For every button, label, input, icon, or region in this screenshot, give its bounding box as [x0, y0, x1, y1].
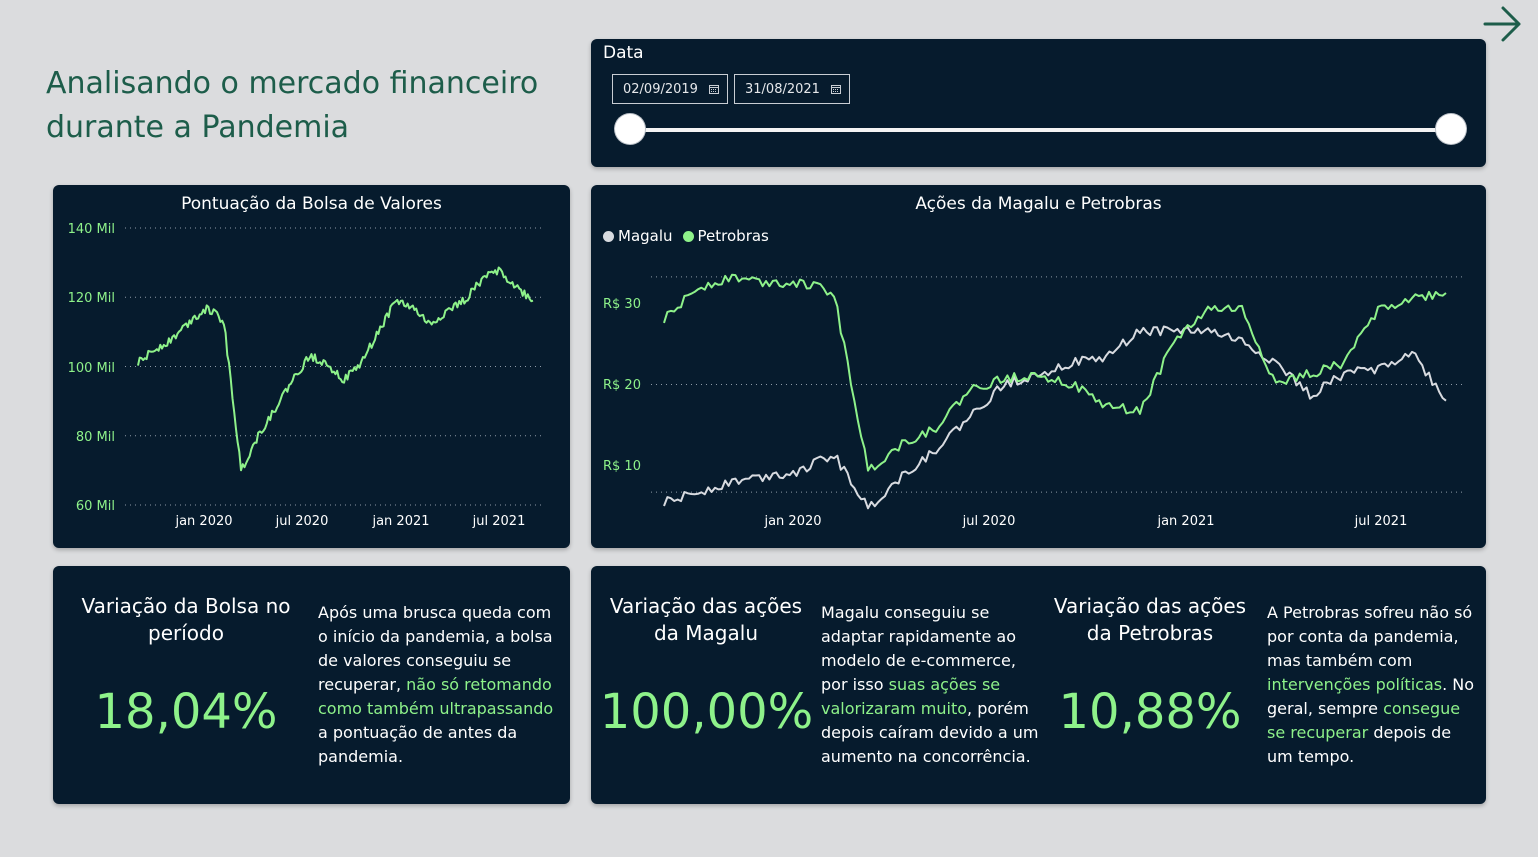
acoes-line-chart[interactable]: R$ 30 R$ 20 R$ 10 jan 2020 jul 2020 jan …	[591, 185, 1486, 548]
text-line: mas também com	[1267, 651, 1413, 670]
y-tick-label: R$ 20	[603, 378, 641, 393]
series-line-petrobras[interactable]	[663, 273, 1447, 472]
highlight-text: não só retomando	[406, 675, 552, 694]
date-range-track[interactable]	[631, 128, 1450, 132]
text-segment: . No	[1442, 675, 1475, 694]
legend-item-magalu[interactable]: Magalu	[603, 227, 673, 245]
calendar-icon[interactable]	[831, 84, 841, 94]
y-tick-label: 140 Mil	[68, 222, 115, 237]
x-tick-label: jul 2021	[472, 514, 526, 529]
page-title-line-2: durante a Pandemia	[46, 110, 350, 145]
y-tick-label: R$ 30	[603, 297, 641, 312]
kpi-bolsa-panel: Variação da Bolsa no período 18,04% Após…	[53, 566, 570, 804]
legend-label-magalu: Magalu	[618, 227, 673, 245]
x-tick-label: jan 2021	[371, 514, 429, 529]
page-title: Analisando o mercado financeiro durante …	[46, 62, 586, 150]
highlight-text: valorizaram muito	[821, 699, 968, 718]
kpi-petrobras-title: Variação das ações da Petrobras	[1047, 593, 1253, 647]
y-tick-label: 80 Mil	[76, 430, 115, 445]
legend-dot-magalu	[603, 230, 614, 242]
text-line: recuperar, não só retomando	[318, 673, 563, 697]
text-line: depois caíram devido a um	[821, 723, 1039, 742]
kpi-title-line: da Magalu	[653, 621, 758, 645]
kpi-acoes-panel: Variação das ações da Magalu 100,00% Mag…	[591, 566, 1486, 804]
text-line: de valores conseguiu se	[318, 651, 512, 670]
highlight-text: se recuperar	[1267, 723, 1369, 742]
x-tick-label: jan 2021	[1156, 514, 1214, 529]
y-tick-label: 120 Mil	[68, 291, 115, 306]
date-slicer: Data 02/09/2019 31/08/2021	[591, 39, 1486, 167]
legend-label-petrobras: Petrobras	[697, 227, 769, 245]
arrow-right-icon[interactable]	[1482, 4, 1524, 44]
kpi-title-line: Variação da Bolsa no	[81, 594, 291, 618]
end-date-input[interactable]: 31/08/2021	[734, 74, 850, 104]
legend-dot-petrobras	[682, 230, 694, 242]
x-tick-label: jan 2020	[763, 514, 821, 529]
text-line: por conta da pandemia,	[1267, 627, 1459, 646]
y-tick-label: 60 Mil	[76, 499, 115, 514]
text-line: um tempo.	[1267, 747, 1355, 766]
kpi-petrobras-value: 10,88%	[1058, 684, 1242, 740]
text-line: A Petrobras sofreu não só	[1267, 603, 1473, 622]
text-line: aumento na concorrência.	[821, 747, 1031, 766]
highlight-text: suas ações se	[888, 675, 1001, 694]
kpi-title-line: Variação das ações	[609, 594, 803, 618]
kpi-bolsa-value: 18,04%	[94, 684, 278, 740]
text-segment: geral, sempre	[1267, 699, 1384, 718]
start-date-input[interactable]: 02/09/2019	[612, 74, 728, 104]
date-slicer-label: Data	[603, 43, 644, 63]
text-line: modelo de e-commerce,	[821, 651, 1016, 670]
acoes-chart-title: Ações da Magalu e Petrobras	[915, 194, 1162, 214]
date-range-end-handle[interactable]	[1436, 114, 1466, 144]
text-line: geral, sempre consegue	[1267, 697, 1479, 721]
legend-item-petrobras[interactable]: Petrobras	[682, 227, 769, 245]
y-tick-label: 100 Mil	[68, 361, 115, 376]
highlight-text: intervenções políticas	[1267, 675, 1443, 694]
chart-legend: Magalu Petrobras	[603, 227, 769, 245]
kpi-magalu-description: Magalu conseguiu se adaptar rapidamente …	[821, 601, 1043, 769]
text-line: Após uma brusca queda com	[318, 603, 552, 622]
text-segment: depois de	[1368, 723, 1452, 742]
x-tick-label: jan 2020	[174, 514, 232, 529]
text-line: o início da pandemia, a bolsa	[318, 627, 553, 646]
text-line: valorizaram muito, porém	[821, 697, 1043, 721]
kpi-petrobras-description: A Petrobras sofreu não só por conta da p…	[1267, 601, 1479, 769]
text-line: Magalu conseguiu se	[821, 603, 990, 622]
x-tick-label: jul 2020	[962, 514, 1016, 529]
kpi-magalu-value: 100,00%	[599, 684, 814, 740]
text-line: a pontuação de antes da	[318, 723, 518, 742]
text-line: por isso suas ações se	[821, 673, 1043, 697]
bolsa-chart-title: Pontuação da Bolsa de Valores	[181, 194, 442, 214]
text-line: intervenções políticas. No	[1267, 673, 1479, 697]
kpi-magalu-title: Variação das ações da Magalu	[603, 593, 809, 647]
text-line: se recuperar depois de	[1267, 721, 1479, 745]
text-line: adaptar rapidamente ao	[821, 627, 1016, 646]
x-tick-label: jul 2020	[275, 514, 329, 529]
start-date-value: 02/09/2019	[623, 82, 698, 97]
series-line-magalu[interactable]	[663, 325, 1447, 510]
text-segment: recuperar,	[318, 675, 407, 694]
date-range-start-handle[interactable]	[615, 114, 645, 144]
text-segment: , porém	[967, 699, 1029, 718]
highlight-text: como também ultrapassando	[318, 699, 554, 718]
kpi-title-line: período	[148, 621, 224, 645]
kpi-bolsa-title: Variação da Bolsa no período	[71, 593, 301, 647]
y-tick-label: R$ 10	[603, 459, 641, 474]
acoes-chart-panel: Ações da Magalu e Petrobras Magalu Petro…	[591, 185, 1486, 548]
kpi-bolsa-description: Após uma brusca queda com o início da pa…	[318, 601, 563, 769]
end-date-value: 31/08/2021	[745, 82, 820, 97]
x-tick-label: jul 2021	[1354, 514, 1408, 529]
text-segment: por isso	[821, 675, 889, 694]
kpi-title-line: Variação das ações	[1053, 594, 1247, 618]
kpi-title-line: da Petrobras	[1086, 621, 1214, 645]
series-line-bolsa[interactable]	[137, 266, 534, 472]
highlight-text: consegue	[1383, 699, 1461, 718]
bolsa-line-chart[interactable]: 140 Mil 120 Mil 100 Mil 80 Mil 60 Mil ja…	[53, 185, 570, 548]
page-title-line-1: Analisando o mercado financeiro	[46, 66, 539, 101]
calendar-icon[interactable]	[709, 84, 719, 94]
bolsa-chart-panel: Pontuação da Bolsa de Valores 140 Mil 12…	[53, 185, 570, 548]
text-line: pandemia.	[318, 747, 404, 766]
